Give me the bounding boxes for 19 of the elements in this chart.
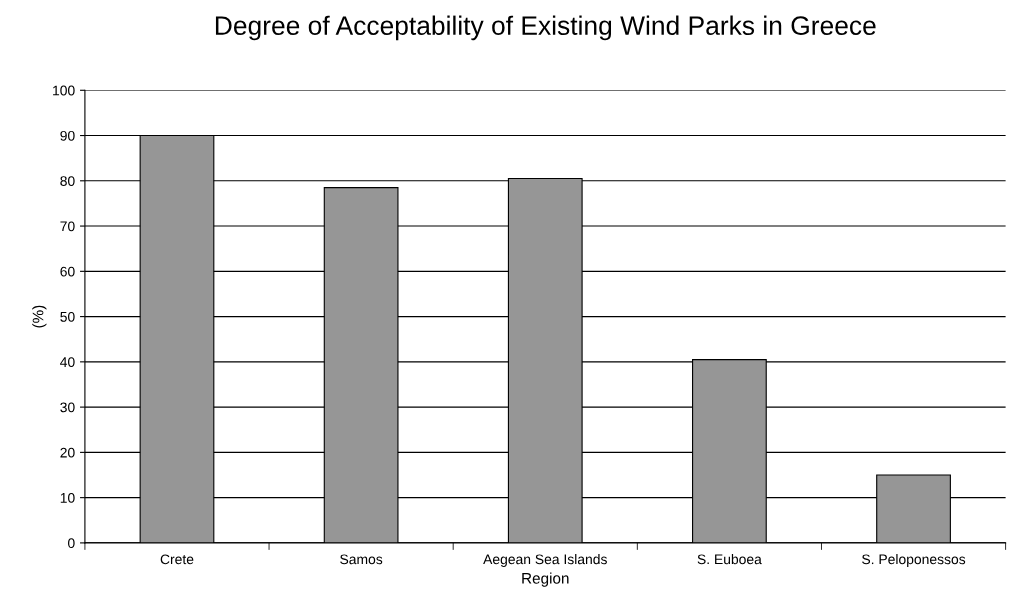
y-tick-label: 60	[60, 266, 75, 277]
x-tick-label: Samos	[340, 554, 383, 565]
y-tick-label: 30	[60, 402, 75, 413]
y-tick-label: 50	[60, 311, 75, 322]
y-tick-label: 10	[60, 492, 75, 503]
y-axis-title: (%)	[32, 305, 47, 328]
x-tick-label: Crete	[160, 554, 194, 565]
x-tick-label: S. Peloponessos	[862, 554, 966, 567]
y-tick-label: 80	[60, 176, 75, 186]
x-tick-label: S. Euboea	[697, 554, 762, 565]
chart-title: Degree of Acceptability of Existing Wind Parks in Greece	[215, 15, 876, 41]
y-tick-label: 90	[60, 130, 75, 141]
y-tick-label: 70	[60, 221, 75, 232]
y-tick-label: 100	[53, 85, 75, 96]
y-tick-label: 20	[60, 447, 75, 458]
y-tick-label: 0	[68, 538, 75, 549]
y-tick-label: 40	[60, 357, 75, 368]
x-tick-label: Aegean Sea Islands	[483, 554, 607, 567]
x-axis-title: Region	[522, 572, 569, 587]
